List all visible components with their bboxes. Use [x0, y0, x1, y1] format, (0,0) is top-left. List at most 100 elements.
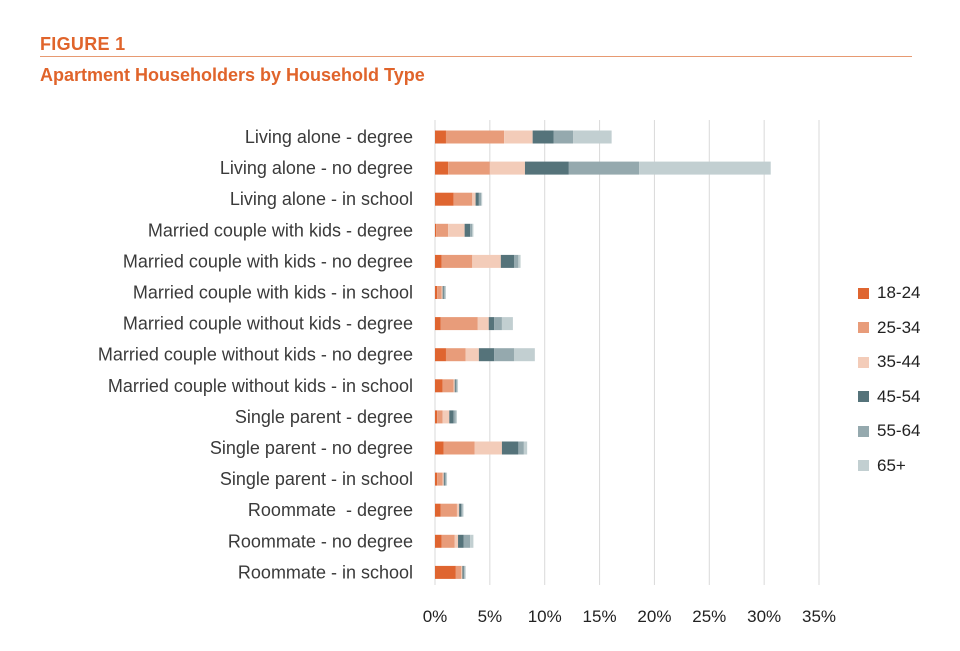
bar-segment	[553, 130, 574, 144]
bar-segment	[453, 192, 473, 206]
legend-swatch	[858, 356, 869, 368]
category-label: Married couple without kids - in school	[108, 376, 413, 396]
bar-segment	[501, 441, 519, 455]
legend-swatch	[858, 322, 869, 334]
bar-segment	[435, 348, 446, 362]
legend-label: 35-44	[877, 352, 921, 372]
bar-segment	[448, 161, 490, 175]
legend-swatch	[858, 425, 869, 437]
category-label: Single parent - degree	[235, 407, 413, 427]
x-tick-label: 30%	[747, 607, 781, 626]
bar-segment	[518, 254, 521, 268]
bar-segment	[443, 286, 445, 299]
bar-segment	[445, 348, 466, 362]
bar-segment	[470, 534, 474, 548]
bar-segment	[436, 223, 449, 237]
legend-item: 35-44	[858, 345, 920, 380]
bar-segment	[437, 472, 443, 486]
bar-segment	[461, 565, 463, 579]
bar-segment	[445, 130, 505, 144]
category-label: Living alone - degree	[245, 127, 413, 147]
bar-segment	[455, 565, 462, 579]
bar-segment	[459, 503, 462, 517]
legend-item: 18-24	[858, 276, 920, 311]
bar-segment	[458, 534, 464, 548]
bar-segment	[472, 192, 476, 206]
bar-segment	[474, 441, 502, 455]
bar-segment	[464, 565, 466, 579]
bar-segment	[513, 254, 519, 268]
bar-segment	[442, 379, 454, 393]
bar-segment	[478, 348, 495, 362]
legend-item: 45-54	[858, 380, 920, 415]
bar-segment	[435, 472, 438, 486]
x-tick-label: 10%	[528, 607, 562, 626]
bar-segment	[463, 534, 471, 548]
bar-segment	[435, 286, 438, 299]
bar-segment	[518, 441, 524, 455]
bar-segment	[442, 472, 444, 486]
x-tick-label: 5%	[478, 607, 503, 626]
bar-segment	[454, 379, 456, 393]
legend-label: 25-34	[877, 317, 921, 337]
bar-segment	[465, 348, 479, 362]
bars	[435, 130, 771, 579]
bar-segment	[435, 223, 437, 237]
bar-segment	[437, 286, 442, 299]
legend-label: 18-24	[877, 283, 921, 303]
bar-segment	[500, 254, 514, 268]
bar-segment	[443, 441, 475, 455]
bar-segment	[494, 348, 514, 362]
figure-label: FIGURE 1	[40, 34, 126, 54]
bar-segment	[435, 503, 441, 517]
category-label: Single parent - no degree	[210, 438, 413, 458]
bar-segment	[494, 317, 502, 331]
bar-segment	[573, 130, 612, 144]
bar-segment	[435, 161, 449, 175]
category-label: Roommate - no degree	[228, 531, 413, 551]
bar-segment	[444, 472, 446, 486]
bar-segment	[435, 565, 456, 579]
category-label: Roommate - in school	[238, 562, 413, 582]
x-tick-label: 0%	[423, 607, 448, 626]
bar-segment	[435, 410, 438, 424]
bar-segment	[455, 410, 457, 424]
category-label: Living alone - in school	[230, 189, 413, 209]
category-label: Living alone - no degree	[220, 158, 413, 178]
legend-item: 55-64	[858, 414, 920, 449]
x-tick-label: 15%	[583, 607, 617, 626]
bar-segment	[477, 317, 489, 331]
header-rule	[40, 56, 912, 57]
bar-segment	[456, 503, 460, 517]
legend-label: 55-64	[877, 421, 921, 441]
bar-segment	[472, 254, 501, 268]
category-label: Married couple with kids - no degree	[123, 251, 413, 271]
bar-segment	[464, 223, 471, 237]
bar-segment	[435, 441, 444, 455]
category-labels: Living alone - degree Living alone - no d…	[98, 127, 413, 582]
bar-segment	[435, 254, 442, 268]
bar-segment	[513, 348, 535, 362]
bar-segment	[435, 317, 441, 331]
bar-segment	[504, 130, 533, 144]
legend-item: 65+	[858, 449, 920, 484]
category-label: Married couple with kids - degree	[148, 220, 413, 240]
bar-segment	[442, 410, 450, 424]
figure-title: Apartment Householders by Household Type	[40, 65, 425, 85]
bar-segment	[435, 130, 446, 144]
bar-segment	[441, 254, 473, 268]
x-tick-label: 35%	[802, 607, 836, 626]
bar-segment	[524, 161, 569, 175]
bar-segment	[445, 472, 448, 486]
bar-segment	[437, 410, 443, 424]
bar-segment	[523, 441, 528, 455]
legend-swatch	[858, 391, 869, 403]
legend-swatch	[858, 287, 869, 299]
bar-segment	[639, 161, 771, 175]
legend-item: 25-34	[858, 311, 920, 346]
bar-segment	[435, 534, 442, 548]
legend-swatch	[858, 460, 869, 472]
x-tick-label: 25%	[692, 607, 726, 626]
bar-segment	[441, 534, 455, 548]
